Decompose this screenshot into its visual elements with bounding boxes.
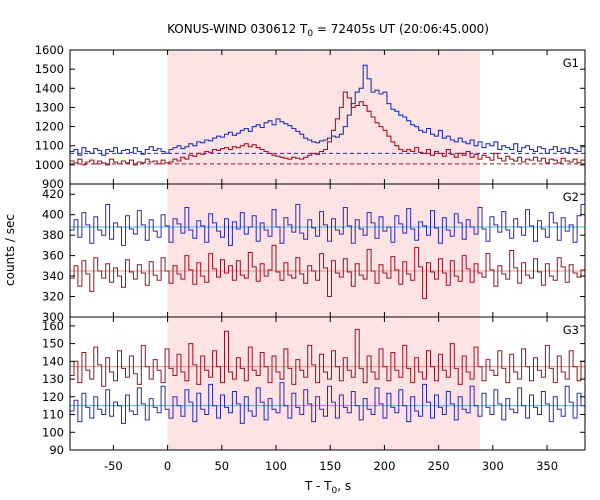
chart-title: KONUS-WIND 030612 T0 = 72405s UT (20:06:… <box>167 22 489 39</box>
y-tick-label: 100 <box>42 425 64 439</box>
x-tick-label: -50 <box>104 459 123 473</box>
y-tick-label: 1000 <box>35 158 64 172</box>
x-tick-label: 300 <box>482 459 504 473</box>
y-tick-label: 320 <box>42 290 64 304</box>
x-tick-label: 0 <box>164 459 171 473</box>
y-tick-label: 1500 <box>35 62 64 76</box>
y-tick-label: 1200 <box>35 120 64 134</box>
panel-label: G3 <box>563 323 579 337</box>
series-blue <box>70 382 585 424</box>
y-tick-label: 420 <box>42 187 64 201</box>
y-tick-label: 160 <box>42 319 64 333</box>
y-tick-label: 120 <box>42 390 64 404</box>
y-tick-label: 900 <box>42 177 64 191</box>
y-tick-label: 1400 <box>35 81 64 95</box>
panel-g1: 900 1000 1100 1200 1300 1400 1500 1600 G1 <box>35 43 586 191</box>
shaded-interval <box>167 50 480 184</box>
x-tick-label: 200 <box>373 459 395 473</box>
shaded-interval <box>167 184 480 317</box>
x-tick-label: 50 <box>214 459 229 473</box>
y-tick-label: 1100 <box>35 139 64 153</box>
x-tick-label: 250 <box>428 459 450 473</box>
y-tick-label: 140 <box>42 354 64 368</box>
panel-frame <box>69 316 586 451</box>
panel-label: G2 <box>563 190 579 204</box>
y-tick-label: 1300 <box>35 100 64 114</box>
panel-g2: 300 320 340 360 380 400 420 G2 <box>42 183 586 324</box>
x-tick-label: 100 <box>265 459 287 473</box>
y-tick-label: 300 <box>42 310 64 324</box>
y-tick-label: 110 <box>42 408 64 422</box>
series-red <box>70 244 585 300</box>
y-tick-label: 400 <box>42 208 64 222</box>
y-tick-label: 360 <box>42 249 64 263</box>
y-tick-label: 340 <box>42 269 64 283</box>
series-blue <box>70 204 585 246</box>
shaded-interval <box>167 317 480 450</box>
x-tick-label: 150 <box>319 459 341 473</box>
series-blue <box>70 64 585 156</box>
series-red <box>70 328 585 387</box>
series-red <box>70 91 585 166</box>
panel-label: G1 <box>563 56 579 70</box>
y-tick-label: 150 <box>42 337 64 351</box>
y-tick-label: 1600 <box>35 43 64 57</box>
x-axis-label: T - T0, s <box>304 479 351 496</box>
y-tick-label: 90 <box>49 443 64 457</box>
x-tick-label: 350 <box>536 459 558 473</box>
y-tick-label: 130 <box>42 372 64 386</box>
y-tick-label: 380 <box>42 228 64 242</box>
panel-g3: 90 100 110 120 130 140 150 160 G3 <box>42 316 586 457</box>
y-axis-label: counts / sec <box>3 214 17 286</box>
